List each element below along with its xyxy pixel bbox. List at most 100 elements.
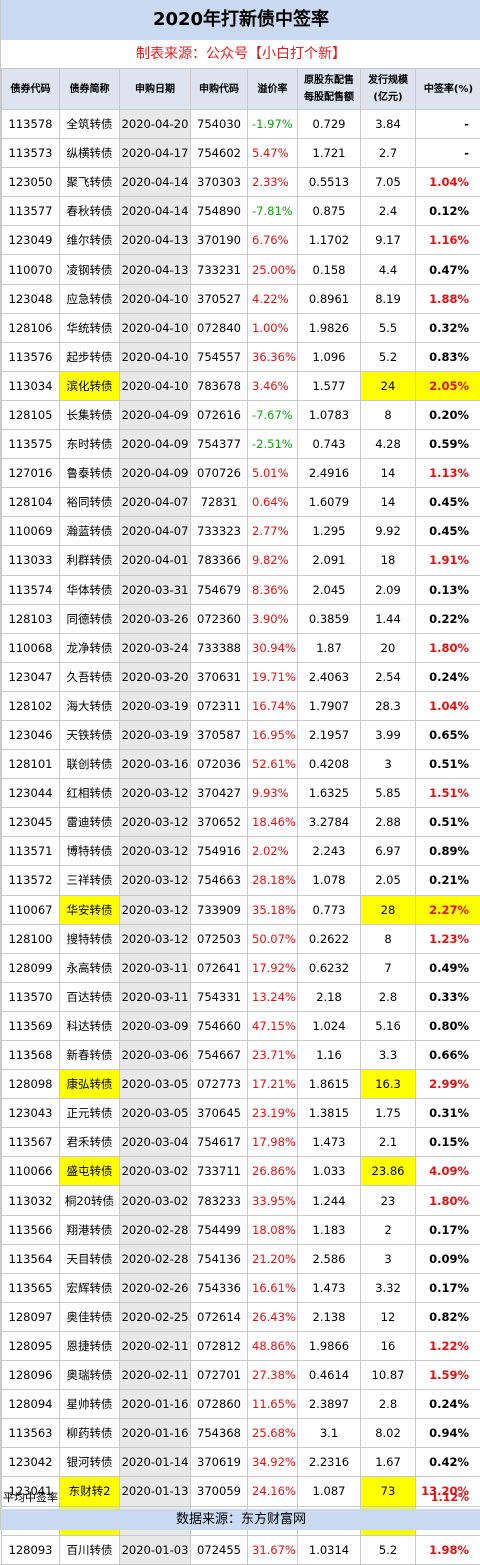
cell-name: 翔港转债 [60,1215,120,1244]
cell-premium: 26.86% [248,1157,298,1186]
cell-sub-code: 072311 [191,691,248,720]
cell-sub-code: 072860 [191,1390,248,1419]
cell-sub-code: 754617 [191,1128,248,1157]
cell-sub-code: 070726 [191,459,248,488]
cell-code: 113564 [2,1244,60,1273]
cell-premium: 48.86% [248,1331,298,1360]
cell-code: 110067 [2,895,60,924]
cell-premium: 0.64% [248,488,298,517]
cell-date: 2020-03-19 [120,691,191,720]
cell-alloc: 1.473 [298,1273,361,1302]
cell-premium: 36.36% [248,342,298,371]
cell-alloc: 2.091 [298,546,361,575]
cell-sub-code: 754030 [191,110,248,139]
cell-rate: 0.80% [416,1011,480,1040]
cell-premium: -7.67% [248,400,298,429]
cell-alloc: 1.6325 [298,779,361,808]
cell-code: 123045 [2,808,60,837]
cell-size: 14 [361,459,416,488]
cell-sub-code: 783233 [191,1186,248,1215]
cell-date: 2020-02-25 [120,1302,191,1331]
cell-code: 110068 [2,633,60,662]
cell-size: 28.3 [361,691,416,720]
cell-premium: 5.01% [248,459,298,488]
cell-size: 3 [361,750,416,779]
cell-name: 宏辉转债 [60,1273,120,1302]
cell-date: 2020-03-26 [120,604,191,633]
cell-size: 2.88 [361,808,416,837]
cell-alloc: 1.183 [298,1215,361,1244]
cell-name: 长集转债 [60,400,120,429]
header-rate: 中签率(%) [416,69,480,110]
header-alloc-line1: 原股东配售 [298,72,360,89]
cell-name: 联创转债 [60,750,120,779]
cell-name: 康弘转债 [60,1070,120,1099]
cell-name: 永高转债 [60,953,120,982]
cell-rate: 0.42% [416,1448,480,1477]
cell-rate: 0.94% [416,1419,480,1448]
cell-date: 2020-03-11 [120,982,191,1011]
cell-size: 1.44 [361,604,416,633]
page-title: 2020年打新债中签率 [1,0,480,40]
cell-name: 聚飞转债 [60,168,120,197]
cell-date: 2020-04-01 [120,546,191,575]
cell-date: 2020-03-12 [120,837,191,866]
cell-date: 2020-04-07 [120,517,191,546]
cell-premium: 16.95% [248,720,298,749]
cell-name: 桐20转债 [60,1186,120,1215]
cell-code: 113033 [2,546,60,575]
cell-sub-code: 370303 [191,168,248,197]
cell-rate: 0.09% [416,1244,480,1273]
cell-size: 20 [361,633,416,662]
cell-size: 2.54 [361,662,416,691]
cell-name: 正元转债 [60,1099,120,1128]
cell-code: 113570 [2,982,60,1011]
cell-size: 7 [361,953,416,982]
cell-premium: 52.61% [248,750,298,779]
cell-sub-code: 754499 [191,1215,248,1244]
cell-premium: 26.43% [248,1302,298,1331]
cell-premium: 25.68% [248,1419,298,1448]
cell-premium: 2.33% [248,168,298,197]
header-size-line1: 发行规模 [361,72,415,89]
cell-code: 110066 [2,1157,60,1186]
cell-size: 8.02 [361,1419,416,1448]
cell-premium: 17.92% [248,953,298,982]
cell-code: 113032 [2,1186,60,1215]
cell-name: 滨化转债 [60,371,120,400]
cell-sub-code: 733909 [191,895,248,924]
header-alloc: 原股东配售 每股配售额 [298,69,361,110]
cell-size: 23 [361,1186,416,1215]
cell-rate: 1.13% [416,459,480,488]
cell-rate: 1.51% [416,779,480,808]
cell-size: 7.05 [361,168,416,197]
cell-code: 123044 [2,779,60,808]
cell-name: 华统转债 [60,313,120,342]
cell-size: 3.3 [361,1041,416,1070]
cell-premium: 27.38% [248,1361,298,1390]
cell-rate: 1.04% [416,691,480,720]
average-row: 平均中签率 1.12% [1,1487,480,1509]
cell-sub-code: 072614 [191,1302,248,1331]
table-header-row: 债券代码 债券简称 申购日期 申购代码 溢价率 原股东配售 每股配售额 发行规模… [2,69,480,110]
cell-alloc: 2.045 [298,575,361,604]
cell-rate: 0.32% [416,313,480,342]
bond-table: 债券代码 债券简称 申购日期 申购代码 溢价率 原股东配售 每股配售额 发行规模… [1,68,480,1565]
cell-rate: 1.22% [416,1331,480,1360]
cell-code: 128102 [2,691,60,720]
cell-date: 2020-04-07 [120,488,191,517]
header-alloc-line2: 每股配售额 [298,89,360,106]
cell-premium: 23.19% [248,1099,298,1128]
